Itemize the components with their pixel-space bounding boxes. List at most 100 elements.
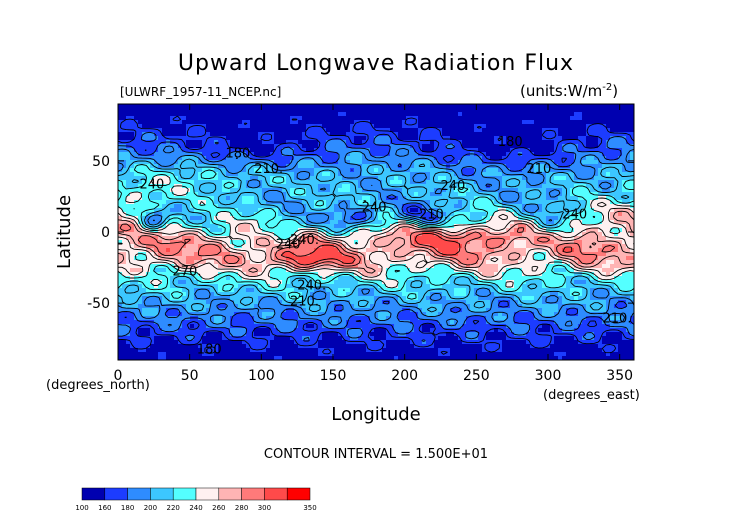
flux-cell bbox=[278, 144, 283, 149]
flux-cell bbox=[618, 232, 623, 237]
flux-cell bbox=[254, 172, 259, 177]
flux-cell bbox=[262, 176, 267, 181]
flux-cell bbox=[298, 136, 303, 141]
flux-cell bbox=[314, 116, 319, 121]
flux-cell bbox=[326, 140, 331, 145]
flux-cell bbox=[394, 180, 399, 185]
flux-cell bbox=[274, 120, 279, 125]
flux-cell bbox=[374, 240, 379, 245]
flux-cell bbox=[478, 152, 483, 157]
flux-cell bbox=[134, 240, 139, 245]
flux-cell bbox=[474, 240, 479, 245]
flux-cell bbox=[178, 108, 183, 113]
flux-cell bbox=[538, 196, 543, 201]
flux-cell bbox=[550, 196, 555, 201]
flux-cell bbox=[358, 140, 363, 145]
flux-cell bbox=[202, 180, 207, 185]
flux-cell bbox=[282, 136, 287, 141]
flux-cell bbox=[618, 248, 623, 253]
flux-cell bbox=[194, 128, 199, 133]
flux-cell bbox=[430, 156, 435, 161]
flux-cell bbox=[130, 188, 135, 193]
flux-cell bbox=[354, 128, 359, 133]
flux-cell bbox=[530, 180, 535, 185]
flux-cell bbox=[262, 136, 267, 141]
flux-cell bbox=[386, 160, 391, 165]
flux-cell bbox=[178, 136, 183, 141]
flux-cell bbox=[602, 136, 607, 141]
flux-cell bbox=[458, 156, 463, 161]
flux-cell bbox=[570, 172, 575, 177]
flux-cell bbox=[142, 232, 147, 237]
flux-cell bbox=[446, 144, 451, 149]
flux-cell bbox=[354, 168, 359, 173]
flux-cell bbox=[486, 160, 491, 165]
flux-cell bbox=[530, 144, 535, 149]
flux-cell bbox=[346, 244, 351, 249]
flux-cell bbox=[338, 192, 343, 197]
flux-cell bbox=[438, 140, 443, 145]
flux-cell bbox=[574, 172, 579, 177]
flux-cell bbox=[318, 168, 323, 173]
flux-cell bbox=[338, 176, 343, 181]
flux-cell bbox=[358, 152, 363, 157]
flux-cell bbox=[506, 208, 511, 213]
flux-cell bbox=[606, 236, 611, 241]
flux-cell bbox=[334, 240, 339, 245]
flux-cell bbox=[490, 196, 495, 201]
flux-cell bbox=[386, 148, 391, 153]
flux-cell bbox=[606, 184, 611, 189]
flux-cell bbox=[278, 180, 283, 185]
flux-cell bbox=[334, 256, 339, 261]
flux-cell bbox=[442, 240, 447, 245]
flux-cell bbox=[590, 164, 595, 169]
flux-cell bbox=[534, 208, 539, 213]
flux-cell bbox=[602, 252, 607, 257]
flux-cell bbox=[182, 200, 187, 205]
flux-cell bbox=[214, 120, 219, 125]
flux-cell bbox=[438, 108, 443, 113]
flux-cell bbox=[314, 196, 319, 201]
flux-cell bbox=[190, 200, 195, 205]
flux-cell bbox=[126, 116, 131, 121]
flux-cell bbox=[350, 256, 355, 261]
flux-cell bbox=[234, 204, 239, 209]
flux-cell bbox=[370, 232, 375, 237]
flux-cell bbox=[566, 144, 571, 149]
flux-cell bbox=[318, 240, 323, 245]
flux-cell bbox=[570, 112, 575, 117]
flux-cell bbox=[578, 128, 583, 133]
flux-cell bbox=[310, 256, 315, 261]
flux-cell bbox=[606, 208, 611, 213]
flux-cell bbox=[310, 144, 315, 149]
flux-cell bbox=[158, 244, 163, 249]
flux-cell bbox=[242, 152, 247, 157]
flux-cell bbox=[398, 156, 403, 161]
flux-cell bbox=[394, 104, 399, 109]
flux-cell bbox=[310, 184, 315, 189]
flux-cell bbox=[342, 188, 347, 193]
flux-cell bbox=[210, 200, 215, 205]
flux-cell bbox=[514, 112, 519, 117]
flux-cell bbox=[514, 124, 519, 129]
flux-cell bbox=[154, 116, 159, 121]
flux-cell bbox=[446, 184, 451, 189]
flux-cell bbox=[590, 224, 595, 229]
flux-cell bbox=[362, 244, 367, 249]
flux-cell bbox=[138, 108, 143, 113]
flux-cell bbox=[418, 136, 423, 141]
flux-cell bbox=[498, 148, 503, 153]
flux-cell bbox=[458, 124, 463, 129]
flux-cell bbox=[562, 144, 567, 149]
flux-cell bbox=[558, 200, 563, 205]
flux-cell bbox=[506, 164, 511, 169]
flux-cell bbox=[626, 180, 631, 185]
flux-cell bbox=[498, 188, 503, 193]
flux-cell bbox=[370, 128, 375, 133]
flux-cell bbox=[554, 180, 559, 185]
flux-cell bbox=[218, 212, 223, 217]
flux-cell bbox=[138, 248, 143, 253]
flux-cell bbox=[450, 216, 455, 221]
flux-cell bbox=[470, 120, 475, 125]
flux-cell bbox=[302, 184, 307, 189]
